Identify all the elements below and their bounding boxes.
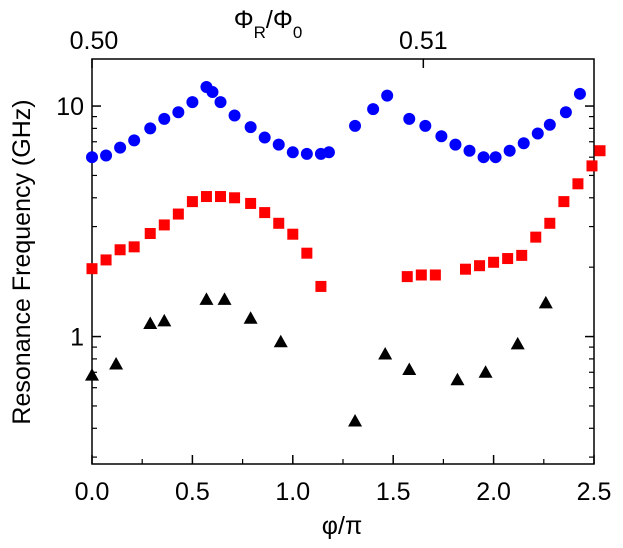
x-tick-label: 1.0 — [275, 478, 310, 506]
data-point-circle — [128, 134, 141, 147]
data-point-triangle — [538, 295, 553, 309]
data-point-triangle — [143, 316, 158, 329]
data-point-circle — [503, 144, 516, 157]
y-tick-label: 10 — [56, 93, 84, 121]
data-point-triangle — [85, 368, 99, 381]
data-point-square — [245, 197, 257, 209]
top-x-axis-label-sub1: R — [254, 23, 266, 42]
top-x-tick-label: 0.50 — [70, 27, 119, 55]
data-point-triangle — [217, 292, 232, 305]
data-point-square — [488, 256, 500, 268]
data-point-triangle — [478, 365, 493, 378]
data-point-triangle — [402, 362, 417, 375]
data-point-square — [459, 263, 471, 275]
data-point-circle — [286, 146, 299, 159]
data-point-square — [144, 227, 156, 239]
data-point-square — [128, 241, 140, 253]
y-axis-label: Resonance Frequency (GHz) — [8, 99, 36, 424]
data-point-circle — [272, 138, 285, 151]
data-point-triangle — [450, 372, 465, 386]
data-point-square — [558, 196, 570, 208]
data-point-circle — [206, 86, 219, 99]
data-point-square — [544, 217, 556, 229]
data-point-circle — [543, 118, 556, 131]
data-point-square — [273, 217, 285, 229]
top-x-axis-label-sub2: 0 — [293, 23, 302, 42]
data-point-square — [200, 191, 212, 203]
data-point-circle — [449, 138, 462, 151]
data-point-square — [186, 196, 198, 208]
data-point-circle — [419, 119, 432, 132]
data-point-circle — [381, 89, 394, 102]
data-point-triangle — [273, 334, 288, 348]
data-point-square — [586, 160, 598, 172]
data-point-circle — [435, 130, 448, 143]
data-point-circle — [573, 87, 586, 100]
data-point-circle — [477, 151, 490, 164]
data-point-circle — [244, 121, 257, 134]
data-point-circle — [403, 112, 416, 125]
data-point-triangle — [378, 347, 393, 360]
data-point-circle — [158, 112, 171, 125]
data-point-square — [530, 231, 542, 243]
data-point-circle — [349, 119, 362, 132]
data-point-square — [429, 269, 441, 281]
data-point-square — [287, 228, 299, 240]
data-point-circle — [559, 106, 572, 119]
data-point-circle — [86, 151, 98, 164]
data-point-square — [516, 249, 528, 261]
x-tick-label: 2.5 — [577, 478, 612, 506]
data-point-square — [502, 253, 514, 265]
data-point-circle — [186, 96, 199, 109]
data-point-circle — [489, 151, 502, 164]
data-point-square — [474, 260, 486, 272]
data-point-square — [315, 280, 327, 292]
tick-labels: 0.0 0.5 1.0 1.5 2.0 2.5 1 10 0.50 0.51 — [56, 27, 611, 506]
data-point-square — [229, 192, 241, 204]
data-point-circle — [531, 127, 544, 140]
y-tick-label: 1 — [70, 324, 84, 352]
top-x-axis-label-sep: /Φ — [266, 6, 293, 34]
data-point-square — [259, 207, 271, 219]
data-point-circle — [100, 149, 113, 162]
data-point-square — [594, 145, 606, 157]
data-point-circle — [322, 146, 335, 159]
data-point-square — [301, 247, 313, 259]
data-point-square — [572, 178, 584, 190]
x-tick-label: 2.0 — [476, 478, 511, 506]
data-point-circle — [300, 147, 313, 160]
data-point-circle — [144, 122, 157, 135]
data-markers — [85, 80, 606, 427]
x-tick-label: 0.5 — [175, 478, 210, 506]
data-point-triangle — [348, 414, 363, 427]
data-point-triangle — [109, 357, 124, 370]
data-point-circle — [463, 144, 476, 157]
data-point-square — [415, 269, 427, 281]
data-point-circle — [172, 106, 185, 119]
x-tick-label: 1.5 — [376, 478, 411, 506]
data-point-square — [158, 219, 170, 231]
data-point-circle — [517, 137, 530, 150]
data-point-square — [215, 191, 227, 203]
x-tick-label: 0.0 — [75, 478, 110, 506]
data-point-square — [172, 208, 184, 220]
data-point-circle — [114, 141, 127, 154]
top-x-axis-label-main: Φ — [234, 6, 254, 34]
data-point-triangle — [157, 313, 172, 327]
data-point-square — [86, 263, 98, 275]
data-point-circle — [228, 109, 241, 122]
data-point-triangle — [243, 311, 258, 324]
data-point-triangle — [510, 336, 525, 350]
data-point-circle — [214, 96, 227, 109]
data-point-circle — [258, 131, 271, 144]
data-point-square — [114, 244, 126, 256]
top-x-tick-label: 0.51 — [399, 27, 448, 55]
top-x-axis-label: ΦR/Φ0 — [234, 6, 303, 42]
data-point-triangle — [199, 292, 214, 305]
data-point-square — [100, 254, 112, 266]
data-point-circle — [367, 103, 380, 116]
x-axis-label: φ/π — [322, 512, 362, 540]
data-point-square — [401, 271, 413, 283]
